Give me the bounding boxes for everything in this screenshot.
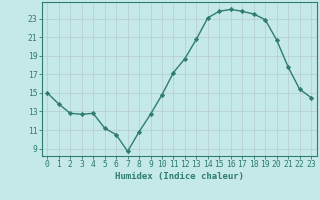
X-axis label: Humidex (Indice chaleur): Humidex (Indice chaleur) [115,172,244,181]
